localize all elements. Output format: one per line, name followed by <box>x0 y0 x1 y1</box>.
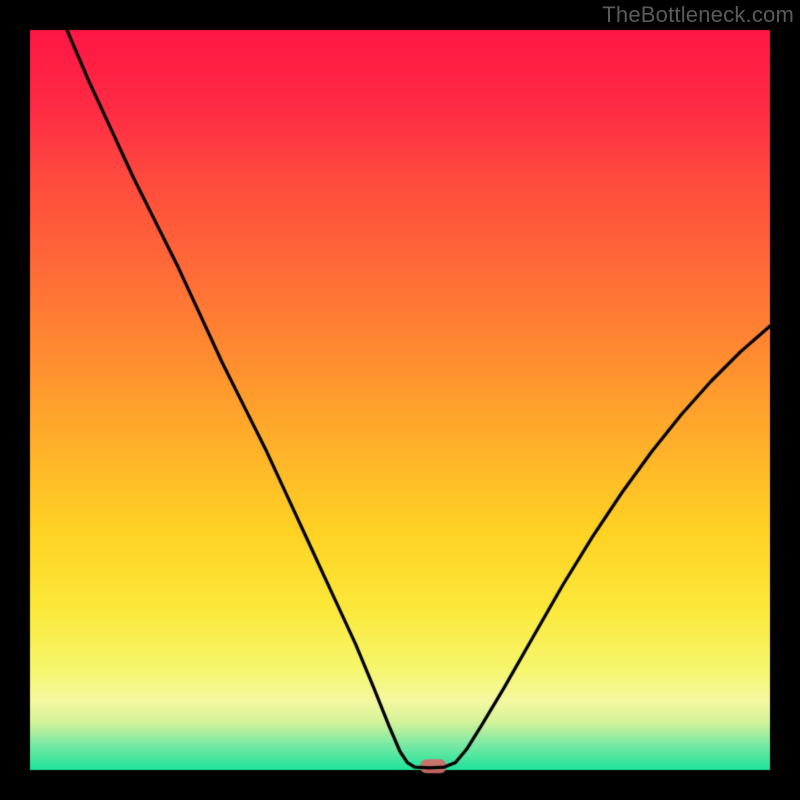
bottleneck-chart-canvas <box>0 0 800 800</box>
watermark-text: TheBottleneck.com <box>602 2 794 28</box>
chart-stage: TheBottleneck.com <box>0 0 800 800</box>
